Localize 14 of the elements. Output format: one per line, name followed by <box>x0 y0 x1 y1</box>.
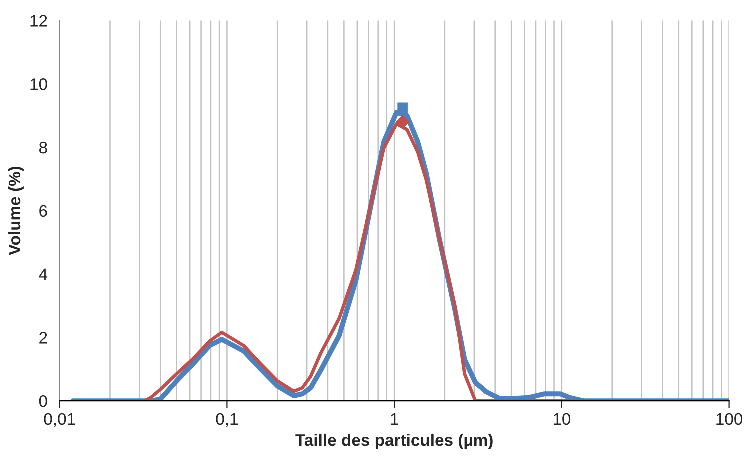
x-tick-label: 1 <box>391 413 398 425</box>
x-tick-label: 100 <box>716 413 743 426</box>
y-tick-label: 2 <box>40 332 48 344</box>
y-axis-title: Volume (%) <box>8 166 24 256</box>
x-tick-label: 10 <box>554 413 571 426</box>
y-tick-label: 8 <box>39 142 48 154</box>
x-tick-label: 0,01 <box>44 413 76 428</box>
y-tick-label: 10 <box>30 78 48 90</box>
y-tick-label: 12 <box>30 15 48 27</box>
y-tick-label: 0 <box>39 395 48 408</box>
x-tick-label: 0,1 <box>216 413 238 428</box>
x-axis-title: Taille des particules (µm) <box>296 434 493 450</box>
y-tick-label: 4 <box>39 268 48 280</box>
y-tick-label: 6 <box>40 205 48 218</box>
